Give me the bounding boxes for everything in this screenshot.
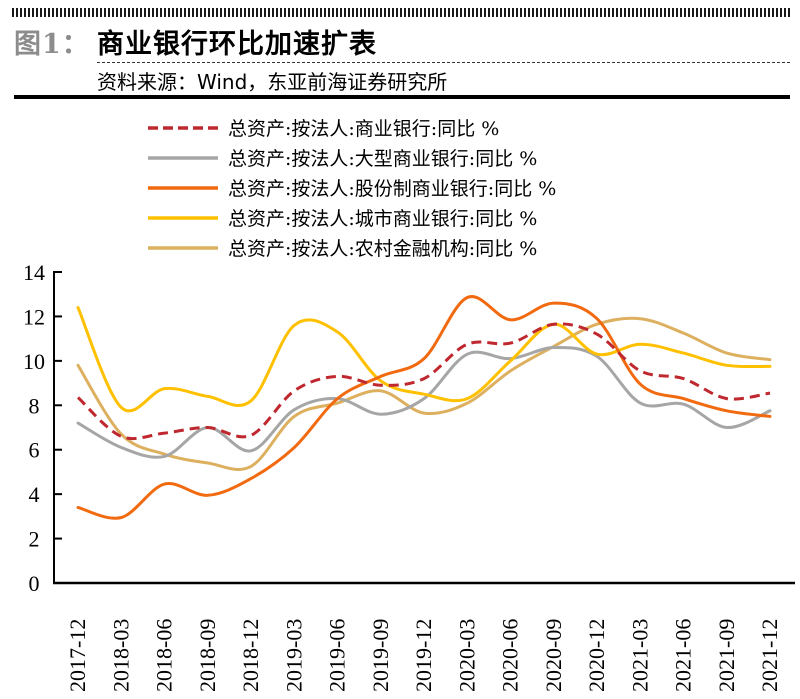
chart-title: 商业银行环比加速扩表 [97, 29, 377, 60]
series-line-4 [76, 316, 772, 471]
x-axis-labels: 2017-12 2018-03 2018-06 2018-09 2018-12 2019-… [65, 619, 782, 692]
y-tick-label: 14 [23, 260, 45, 285]
legend-label-3: 总资产:按法人:城市商业银行:同比 % [228, 208, 537, 230]
x-tick-label: 2018-09 [195, 619, 220, 692]
series-line-2 [76, 295, 772, 520]
header-bottom-rule [14, 95, 790, 99]
y-tick-label: 2 [29, 527, 40, 552]
legend-label-2: 总资产:按法人:股份制商业银行:同比 % [228, 178, 556, 200]
source-note: 资料来源：Wind，东亚前海证券研究所 [97, 70, 448, 94]
series-line-3 [76, 306, 772, 413]
series-line-0 [76, 322, 771, 441]
figure-label: 图1： [14, 29, 90, 60]
legend-label-0: 总资产:按法人:商业银行:同比 % [228, 118, 499, 140]
y-tick-label: 8 [29, 393, 40, 418]
x-tick-label: 2018-03 [108, 619, 133, 692]
x-tick-label: 2019-06 [325, 619, 350, 692]
header-stripe-decoration [12, 8, 792, 17]
x-tick-label: 2021-12 [757, 619, 782, 692]
y-tick-label: 4 [29, 482, 40, 507]
x-tick-label: 2018-12 [238, 619, 263, 692]
x-tick-label: 2019-09 [368, 619, 393, 692]
legend: 总资产:按法人:商业银行:同比 % 总资产:按法人:大型商业银行:同比 % 总资产:… [148, 118, 556, 260]
y-tick-label: 6 [29, 438, 40, 463]
x-tick-label: 2019-12 [411, 619, 436, 692]
y-tick-label: 10 [23, 349, 45, 374]
series-line-1 [76, 345, 772, 459]
x-tick-label: 2021-06 [671, 619, 696, 692]
header-dashed-divider [97, 62, 790, 63]
legend-label-1: 总资产:按法人:大型商业银行:同比 % [228, 148, 537, 170]
x-tick-label: 2021-09 [714, 619, 739, 692]
x-tick-label: 2020-12 [584, 619, 609, 692]
x-tick-label: 2021-03 [627, 619, 652, 692]
legend-label-4: 总资产:按法人:农村金融机构:同比 % [228, 238, 537, 260]
x-tick-label: 2018-06 [152, 619, 177, 692]
x-tick-label: 2017-12 [65, 619, 90, 692]
x-tick-label: 2020-06 [498, 619, 523, 692]
x-tick-label: 2020-03 [454, 619, 479, 692]
axes: 0 2 4 6 8 10 12 14 [23, 260, 795, 596]
x-tick-label: 2019-03 [281, 619, 306, 692]
y-tick-label: 0 [29, 571, 40, 596]
y-tick-label: 12 [23, 304, 45, 329]
series-group [76, 295, 772, 520]
x-tick-label: 2020-09 [541, 619, 566, 692]
